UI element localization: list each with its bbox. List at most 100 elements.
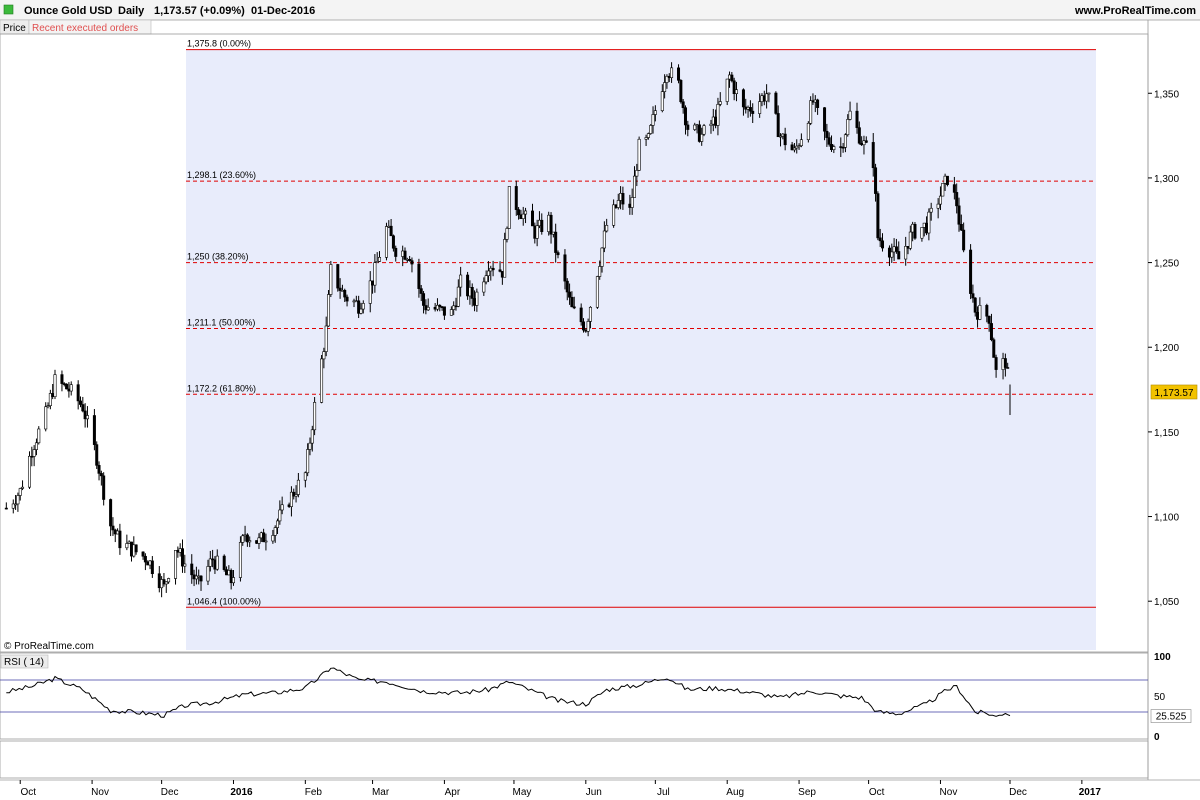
green-square-icon[interactable] [3,4,14,15]
candle-body [795,145,799,149]
candle-body [913,223,917,239]
candle-body [848,110,852,120]
candle-body [92,415,96,445]
candle-body [702,125,706,135]
time-tick-label: Dec [1009,787,1027,798]
candle-body [44,406,48,430]
candle-body [262,532,266,543]
tab-recent-orders-label: Recent executed orders [32,23,138,34]
candle-body [21,486,25,489]
candle-body [734,89,738,95]
candle-body [241,535,245,543]
candle-body [973,297,977,313]
candle-body [776,113,780,138]
fib-level-label: 1,172.2 (61.80%) [187,383,256,393]
candle-body [660,91,664,111]
candle-body [598,266,602,277]
candle-body [767,92,771,95]
candle-body [27,455,31,488]
rsi-value-badge [1150,709,1192,723]
candle-body [60,374,64,384]
candle-body [466,274,470,297]
candle-body [18,488,22,496]
candle-body [97,465,101,474]
candle-body [700,133,704,142]
candle-body [373,262,377,286]
candle-body [389,225,393,237]
candle-body [730,74,734,82]
candle-body [581,321,585,331]
candle-body [435,304,439,310]
candle-body [758,101,762,114]
candle-body [955,192,959,207]
candle-body [992,339,996,358]
candle-body [264,540,268,543]
candle-body [475,291,479,306]
candle-body [273,527,277,536]
tab-price-label: Price [3,23,26,34]
last-price-label: 1,173.57 [1155,388,1194,399]
candle-body [408,258,412,261]
candle-body [410,260,414,265]
candle-body [765,93,769,102]
candle-body [612,204,616,226]
candle-body [994,357,998,370]
candle-body [517,209,521,216]
candle-body [792,147,796,151]
candle-body [111,525,115,531]
candle-body [81,404,85,412]
rsi-tick-label: 50 [1154,692,1166,703]
candle-body [797,145,801,148]
price-tick-label: 1,100 [1154,513,1179,524]
candle-body [482,281,486,293]
fib-level-label: 1,046.4 (100.00%) [187,596,261,606]
candle-body [37,428,41,444]
candle-body [484,275,488,283]
candle-body [579,307,583,323]
candle-body [521,213,525,219]
rsi-legend-label: RSI ( 14) [4,657,44,668]
instrument-name: Ounce Gold USD [24,5,113,17]
candle-body [874,167,878,194]
time-tick-label: Apr [445,787,461,798]
candle-body [167,578,171,583]
candle-body [222,555,226,570]
candle-body [306,449,310,474]
time-tick-label: Oct [869,787,885,798]
price-tick-label: 1,350 [1154,89,1179,100]
candle-body [855,110,859,128]
candle-body [403,250,407,260]
candle-body [936,203,940,209]
candle-body [679,80,683,103]
candle-body [978,305,982,320]
candle-body [308,442,312,450]
candle-body [375,261,379,263]
candle-body [556,252,560,256]
candle-body [938,195,942,205]
candle-body [600,247,604,267]
time-tick-label: Dec [161,787,179,798]
price-tick-label: 1,150 [1154,428,1179,439]
candle-body [459,274,463,288]
candle-body [69,384,73,392]
candle-body [470,287,474,299]
candle-body [540,219,544,232]
candle-body [310,429,314,444]
candle-body [336,264,340,289]
header-bar [0,0,1200,20]
candle-body [825,130,829,138]
candle-body [99,473,103,477]
candle-body [294,494,298,497]
candle-body [229,570,233,584]
candle-body [150,560,154,575]
site-url[interactable]: www.ProRealTime.com [1074,5,1196,17]
candle-body [394,247,398,257]
candle-body [438,304,442,307]
candle-body [894,246,898,252]
candle-body [442,306,446,316]
candle-body [681,101,685,108]
price-tick-label: 1,200 [1154,343,1179,354]
time-tick-label: Sep [798,787,816,798]
candle-body [486,270,490,277]
